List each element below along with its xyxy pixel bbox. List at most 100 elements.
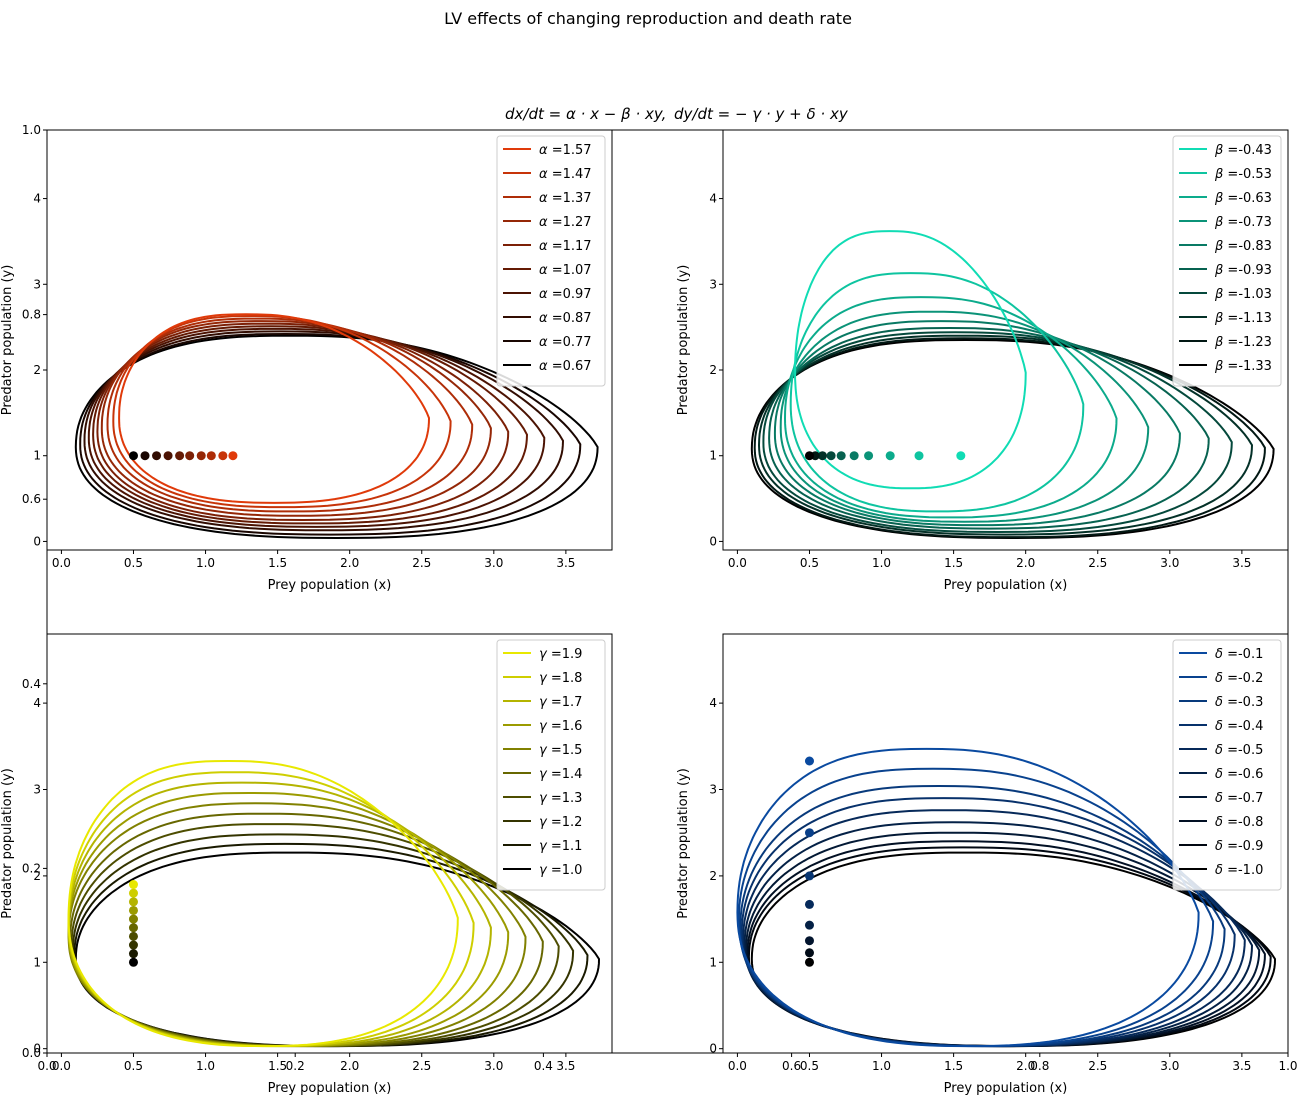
- subplot-delta: 0.0 0.5 1.0 1.5 2.0 2.5 3.0 3.5 0 1 2 3 4 Prey popula…: [676, 633, 1289, 1096]
- series-line: [745, 831, 1261, 1048]
- equilibrium-point: [128, 914, 138, 924]
- equation-left: dx/dt = α · x − β · xy,: [505, 105, 666, 123]
- y-axis-label: Predator population (y): [0, 768, 15, 919]
- x-tick-label: 3.5: [556, 556, 575, 570]
- legend-entry: δ =-0.8: [1215, 815, 1263, 830]
- legend-entry: α =0.87: [539, 311, 592, 326]
- series-line: [118, 313, 431, 504]
- series-line: [789, 272, 1085, 513]
- legend-entry: β =-1.03: [1214, 287, 1272, 302]
- x-tick-label: 2.0: [340, 1059, 359, 1073]
- equilibrium-point: [804, 948, 814, 958]
- background-axes: 0.0 0.2 0.4 0.6 0.8 1.0 0.0 0.2 0.4 0.6 0.8 1.0: [22, 123, 1298, 1073]
- equilibrium-point: [206, 451, 216, 461]
- bg-y-tick-label: 0.4: [22, 677, 41, 691]
- y-tick-label: 3: [709, 783, 717, 797]
- equilibrium-point: [140, 451, 150, 461]
- legend-entry: γ =1.9: [539, 647, 582, 662]
- legend-alpha: α =1.57 α =1.47 α =1.37 α =1.27 α =1.17 α =1.…: [496, 135, 606, 387]
- legend-entry: δ =-0.2: [1215, 671, 1263, 686]
- y-tick-label: 1: [709, 955, 717, 969]
- bg-y-tick-label: 0.8: [22, 308, 41, 322]
- x-tick-label: 0.5: [124, 1059, 143, 1073]
- legend-delta: δ =-0.1 δ =-0.2 δ =-0.3 δ =-0.4 δ =-0.5 δ =-0…: [1172, 639, 1282, 891]
- equilibrium-point: [163, 451, 173, 461]
- legend-entry: β =-0.73: [1214, 215, 1272, 230]
- legend-entry: γ =1.7: [539, 695, 582, 710]
- legend-entry: δ =-0.1: [1215, 647, 1263, 662]
- bg-x-tick-label: 0.0: [37, 1059, 56, 1073]
- x-tick-label: 1.0: [872, 1059, 891, 1073]
- y-tick-label: 1: [33, 955, 41, 969]
- y-tick-label: 2: [709, 869, 717, 883]
- legend-entry: δ =-0.3: [1215, 695, 1263, 710]
- bg-x-tick-label: 0.4: [534, 1059, 553, 1073]
- legend-entry: γ =1.8: [539, 671, 582, 686]
- x-tick-label: 2.5: [412, 1059, 431, 1073]
- equilibrium-point: [128, 888, 138, 898]
- x-tick-label: 3.0: [1160, 556, 1179, 570]
- bg-y-tick-label: 0.0: [22, 1046, 41, 1060]
- figure-title: LV effects of changing reproduction and …: [444, 9, 852, 28]
- x-tick-label: 3.5: [1232, 556, 1251, 570]
- y-tick-label: 2: [33, 363, 41, 377]
- equilibrium-point: [804, 828, 814, 838]
- equilibrium-point: [804, 451, 814, 461]
- series-line: [742, 809, 1246, 1048]
- legend-entry: α =1.27: [539, 215, 592, 230]
- y-tick-label: 3: [33, 783, 41, 797]
- equilibrium-point: [128, 949, 138, 959]
- legend-entry: β =-0.63: [1214, 191, 1272, 206]
- legend-entry: α =1.57: [539, 143, 592, 158]
- series-line: [750, 851, 1277, 1048]
- x-axis-label: Prey population (x): [944, 578, 1068, 593]
- x-tick-label: 0.5: [124, 556, 143, 570]
- x-tick-label: 1.5: [268, 556, 287, 570]
- series-group-alpha: [74, 313, 599, 540]
- x-tick-label: 3.5: [1232, 1059, 1251, 1073]
- series-line: [743, 821, 1254, 1048]
- bg-x-tick-label: 0.2: [286, 1059, 305, 1073]
- x-tick-label: 3.0: [484, 556, 503, 570]
- legend-entry: γ =1.0: [539, 863, 582, 878]
- equilibrium-point: [849, 451, 859, 461]
- x-tick-label: 2.5: [1088, 1059, 1107, 1073]
- legend-entry: δ =-1.0: [1215, 863, 1263, 878]
- legend-entry: β =-1.13: [1214, 311, 1272, 326]
- equilibrium-point: [128, 931, 138, 941]
- y-tick-label: 4: [33, 192, 41, 206]
- legend-frame: [1172, 639, 1282, 891]
- series-line: [67, 759, 459, 1048]
- series-group-delta: [736, 747, 1277, 1048]
- series-line: [100, 320, 492, 517]
- equilibrium-point: [196, 451, 206, 461]
- x-tick-label: 0.0: [52, 1059, 71, 1073]
- equilibrium-point: [804, 920, 814, 930]
- equilibrium-point: [804, 936, 814, 946]
- series-line: [794, 230, 1027, 490]
- equilibrium-point: [956, 451, 966, 461]
- legend-entry: δ =-0.6: [1215, 767, 1263, 782]
- bg-y-tick-label: 1.0: [22, 123, 41, 137]
- equilibrium-point: [864, 451, 874, 461]
- equilibrium-point: [804, 957, 814, 967]
- equilibrium-point: [817, 451, 827, 461]
- equilibrium-point: [804, 756, 814, 766]
- equation-right: dy/dt = − γ · y + δ · xy: [674, 105, 849, 123]
- x-tick-label: 1.5: [268, 1059, 287, 1073]
- y-axis-label: Predator population (y): [0, 265, 15, 416]
- series-line: [106, 317, 474, 513]
- x-tick-label: 0.5: [800, 1059, 819, 1073]
- x-tick-label: 1.0: [872, 556, 891, 570]
- equilibrium-point: [826, 451, 836, 461]
- legend-entry: β =-0.43: [1214, 143, 1272, 158]
- series-line: [737, 767, 1215, 1048]
- bg-y-tick-label: 0.6: [22, 492, 41, 506]
- legend-entry: β =-0.83: [1214, 239, 1272, 254]
- equilibrium-point: [836, 451, 846, 461]
- bg-y-tick-label: 0.2: [22, 861, 41, 875]
- legend-beta: β =-0.43 β =-0.53 β =-0.63 β =-0.73 β =-0.83…: [1172, 135, 1282, 387]
- equilibrium-point: [804, 899, 814, 909]
- y-tick-label: 4: [33, 696, 41, 710]
- legend-frame: [496, 639, 606, 891]
